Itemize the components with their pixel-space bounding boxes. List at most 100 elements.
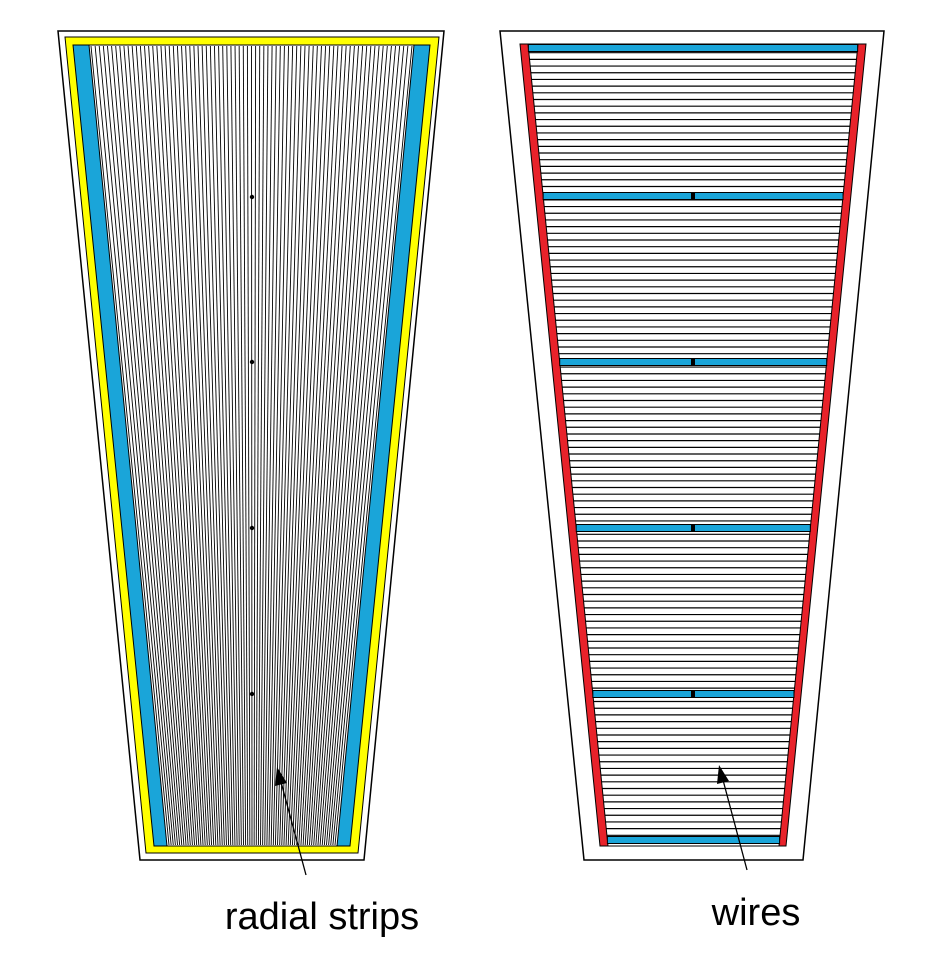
radial-strip [274, 45, 298, 846]
radial-strip [294, 45, 335, 846]
strip-readout-dot [249, 525, 255, 531]
radial-strip [193, 45, 223, 846]
radial-strip [302, 45, 351, 846]
strips-annotation: radial strips [225, 767, 419, 938]
radial-strip [332, 45, 409, 846]
radial-strip [289, 45, 327, 846]
radial-strip [218, 45, 236, 846]
radial-strip [311, 45, 368, 846]
radial-strip [160, 45, 206, 846]
radial-strip [315, 45, 376, 846]
wire-readout-dot [691, 691, 695, 697]
radial-strip [323, 45, 392, 846]
radial-strips-label: radial strips [225, 896, 419, 938]
radial-strip [230, 45, 242, 846]
radial-strips-group [90, 45, 413, 846]
radial-strip [272, 45, 294, 846]
radial-strip [164, 45, 208, 846]
radial-strip [296, 45, 339, 846]
wire-support-bar [606, 836, 781, 844]
radial-strip [98, 45, 174, 846]
radial-strip [185, 45, 219, 846]
wire-readout-dot [691, 525, 695, 531]
radial-strip [139, 45, 195, 846]
radial-strip [238, 45, 247, 846]
radial-strip [253, 45, 257, 846]
strip-readout-dot [249, 691, 255, 697]
radial-strip [127, 45, 189, 846]
radial-strip [156, 45, 204, 846]
radial-strip [264, 45, 277, 846]
radial-strip [205, 45, 230, 846]
radial-strip [181, 45, 217, 846]
radial-strip [115, 45, 183, 846]
radial-strip [251, 45, 253, 846]
wire-chamber [499, 30, 885, 861]
radial-strip [257, 45, 265, 846]
radial-strip [309, 45, 364, 846]
radial-strip [172, 45, 213, 846]
radial-strip [279, 45, 306, 846]
radial-strip [281, 45, 310, 846]
radial-strip [330, 45, 405, 846]
radial-strip [298, 45, 343, 846]
radial-strip [321, 45, 388, 846]
radial-strip [176, 45, 215, 846]
radial-strip [222, 45, 238, 846]
radial-strip [287, 45, 322, 846]
wire-support-bar [527, 44, 859, 52]
radial-strip [334, 45, 413, 846]
radial-strip [326, 45, 396, 846]
radial-strip [148, 45, 200, 846]
radial-strip [94, 45, 172, 846]
radial-strip [152, 45, 202, 846]
radial-strip [123, 45, 187, 846]
radial-strip [214, 45, 234, 846]
wire-readout-dot [691, 359, 695, 365]
radial-strip [283, 45, 314, 846]
radial-strip [306, 45, 359, 846]
wire-readout-dots [691, 193, 695, 697]
radial-strip [201, 45, 227, 846]
radial-strip [102, 45, 176, 846]
radial-strip [168, 45, 210, 846]
radial-strip [268, 45, 285, 846]
radial-strip [277, 45, 302, 846]
radial-strip [111, 45, 181, 846]
radial-strip [90, 45, 170, 846]
strip-chamber [57, 30, 445, 861]
radial-strip [260, 45, 269, 846]
radial-strip [144, 45, 198, 846]
radial-strip [291, 45, 331, 846]
radial-strip [304, 45, 355, 846]
radial-strip [135, 45, 193, 846]
radial-strip [197, 45, 225, 846]
wires-arrow-head [717, 765, 729, 784]
radial-strip [328, 45, 401, 846]
radial-strip [107, 45, 178, 846]
radial-strip [234, 45, 244, 846]
radial-strip [189, 45, 221, 846]
radial-strip [285, 45, 318, 846]
radial-strip [255, 45, 261, 846]
strip-readout-dot [249, 359, 255, 365]
radial-strip [262, 45, 273, 846]
radial-strip [300, 45, 347, 846]
strips-arrow-line [280, 781, 307, 876]
radial-strip [226, 45, 240, 846]
radial-strip [319, 45, 384, 846]
radial-strip [119, 45, 185, 846]
radial-strip [313, 45, 372, 846]
radial-strip [317, 45, 380, 846]
wires-label: wires [711, 892, 801, 934]
wires-annotation: wires [711, 765, 801, 934]
wire-readout-dot [691, 193, 695, 199]
strips-arrow-head [275, 767, 287, 786]
radial-strip [246, 45, 251, 846]
strip-readout-dot [249, 194, 255, 200]
radial-strip [131, 45, 191, 846]
radial-strip [209, 45, 232, 846]
wires-arrow-line [722, 779, 748, 871]
radial-strip [242, 45, 249, 846]
